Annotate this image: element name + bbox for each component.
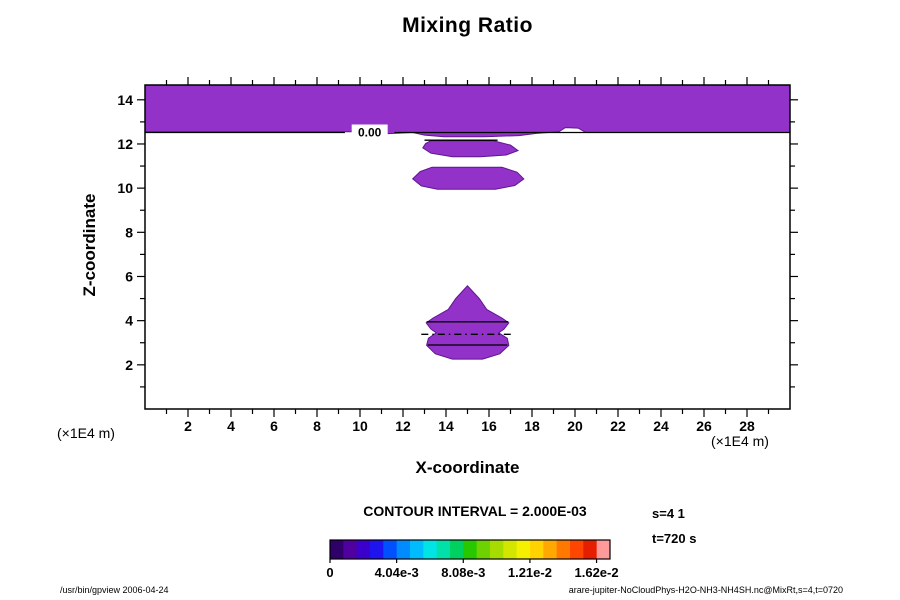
y-tick-label: 8 — [125, 224, 133, 240]
colorbar-cell — [543, 540, 558, 559]
x-tick-label: 12 — [395, 418, 411, 434]
contour-filled-regions — [144, 84, 791, 360]
y-tick-label: 10 — [117, 180, 133, 196]
y-tick-label: 6 — [125, 268, 133, 284]
zero-contour-label: 0.00 — [358, 125, 382, 139]
x-tick-label: 6 — [270, 418, 278, 434]
x-axis-label: X-coordinate — [415, 458, 520, 477]
colorbar-cell — [410, 540, 424, 559]
x-tick-label: 16 — [481, 418, 497, 434]
colorbar-cell — [516, 540, 531, 559]
colorbar-tick-label: 8.08e-3 — [441, 565, 485, 580]
lower-plume-blob — [425, 285, 510, 360]
x-tick-label: 22 — [610, 418, 626, 434]
x-tick-label: 14 — [438, 418, 454, 434]
colorbar-cell — [396, 540, 411, 559]
x-tick-label: 18 — [524, 418, 540, 434]
x-tick-label: 2 — [184, 418, 192, 434]
colorbar-cell — [370, 540, 384, 559]
y-axis-label: Z-coordinate — [80, 193, 99, 297]
t-annotation: t=720 s — [652, 531, 697, 546]
upper-lens-blob — [422, 140, 520, 158]
mid-blob — [411, 166, 525, 190]
footer-filename: arare-jupiter-NoCloudPhys-H2O-NH3-NH4SH.… — [568, 585, 843, 595]
x-tick-label: 20 — [567, 418, 583, 434]
colorbar-cell — [383, 540, 398, 559]
colorbar-cell — [596, 540, 611, 559]
colorbar-cell — [356, 540, 371, 559]
x-tick-label: 26 — [696, 418, 712, 434]
colorbar-cell — [330, 540, 344, 559]
x-tick-label: 10 — [352, 418, 368, 434]
y-tick-labels: 2 4 6 8 10 12 14 — [117, 92, 133, 373]
surface-layer-band — [144, 84, 791, 138]
colorbar-cell — [450, 540, 464, 559]
colorbar-cell — [476, 540, 491, 559]
x-unit-label-left: (×1E4 m) — [57, 425, 115, 441]
x-tick-label: 8 — [313, 418, 321, 434]
colorbar-cell — [343, 540, 358, 559]
colorbar-cell — [423, 540, 438, 559]
colorbar: 0 4.04e-3 8.08e-3 1.21e-2 1.62e-2 — [326, 539, 619, 580]
chart-title: Mixing Ratio — [402, 14, 533, 37]
x-tick-label: 24 — [653, 418, 669, 434]
colorbar-cell — [463, 540, 478, 559]
y-tick-label: 14 — [117, 92, 133, 108]
colorbar-border — [329, 539, 611, 560]
footer-command: /usr/bin/gpview 2006-04-24 — [60, 585, 169, 595]
colorbar-tick-label: 1.21e-2 — [508, 565, 552, 580]
y-tick-label: 12 — [117, 136, 133, 152]
colorbar-cell — [503, 540, 518, 559]
colorbar-tick-label: 4.04e-3 — [375, 565, 419, 580]
colorbar-cell — [436, 540, 451, 559]
axis-ticks — [137, 77, 798, 417]
colorbar-cell — [556, 540, 571, 559]
x-tick-label: 28 — [739, 418, 755, 434]
colorbar-tick-label: 0 — [326, 565, 333, 580]
x-tick-labels: 2 4 6 8 10 12 14 16 18 20 22 24 26 28 — [184, 418, 755, 434]
x-unit-label-right: (×1E4 m) — [711, 433, 769, 449]
y-tick-label: 4 — [125, 313, 133, 329]
contour-lines: 0.00 — [145, 124, 790, 346]
contour-interval-label: CONTOUR INTERVAL = 2.000E-03 — [363, 503, 587, 519]
colorbar-tick-label: 1.62e-2 — [575, 565, 619, 580]
colorbar-cell — [583, 540, 598, 559]
colorbar-cell — [490, 540, 504, 559]
y-tick-label: 2 — [125, 357, 133, 373]
zero-label-bg — [351, 124, 388, 140]
x-tick-label: 4 — [227, 418, 235, 434]
colorbar-cell — [570, 540, 584, 559]
colorbar-cell — [530, 540, 544, 559]
s-annotation: s=4 1 — [652, 506, 685, 521]
